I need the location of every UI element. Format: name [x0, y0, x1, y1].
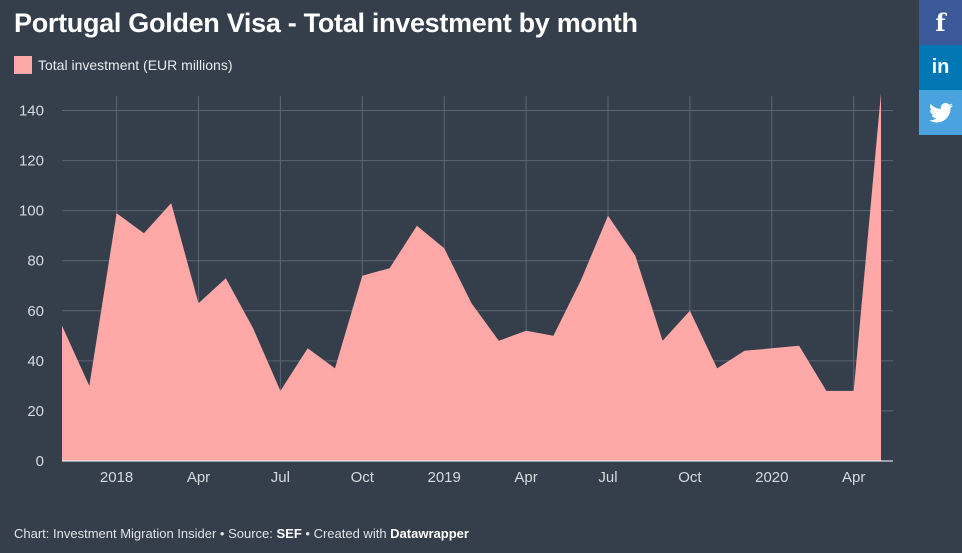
legend-label: Total investment (EUR millions)	[38, 57, 233, 73]
y-tick-label: 20	[27, 403, 44, 420]
x-tick-label: Jul	[271, 469, 290, 486]
x-tick-label: Apr	[187, 469, 210, 486]
y-tick-label: 40	[27, 353, 44, 370]
facebook-share-button[interactable]: f	[919, 0, 962, 45]
legend-swatch	[14, 56, 32, 74]
x-tick-label: Oct	[351, 469, 375, 486]
y-tick-label: 100	[19, 203, 44, 220]
x-tick-label: 2019	[428, 469, 461, 486]
y-tick-label: 140	[19, 103, 44, 120]
chart-footer: Chart: Investment Migration Insider • So…	[14, 526, 469, 541]
y-tick-label: 60	[27, 303, 44, 320]
x-tick-label: Oct	[678, 469, 702, 486]
x-tick-label: Apr	[514, 469, 537, 486]
y-tick-label: 120	[19, 153, 44, 170]
linkedin-icon: in	[931, 56, 950, 78]
facebook-icon: f	[935, 8, 946, 37]
investment-area	[62, 93, 881, 461]
footer-tool: Datawrapper	[390, 526, 469, 541]
footer-created-with: • Created with	[301, 526, 391, 541]
footer-credit: Chart: Investment Migration Insider • So…	[14, 526, 277, 541]
legend: Total investment (EUR millions)	[14, 56, 233, 74]
twitter-icon	[928, 102, 953, 122]
twitter-share-button[interactable]	[919, 90, 962, 135]
x-tick-label: Jul	[598, 469, 617, 486]
x-tick-label: 2018	[100, 469, 133, 486]
social-share-bar: f in	[919, 0, 962, 135]
footer-source: SEF	[276, 526, 302, 541]
chart-title: Portugal Golden Visa - Total investment …	[14, 8, 638, 38]
y-tick-label: 80	[27, 253, 44, 270]
y-tick-label: 0	[36, 453, 44, 470]
x-tick-label: 2020	[755, 469, 788, 486]
linkedin-share-button[interactable]: in	[919, 45, 962, 90]
x-tick-label: Apr	[842, 469, 865, 486]
